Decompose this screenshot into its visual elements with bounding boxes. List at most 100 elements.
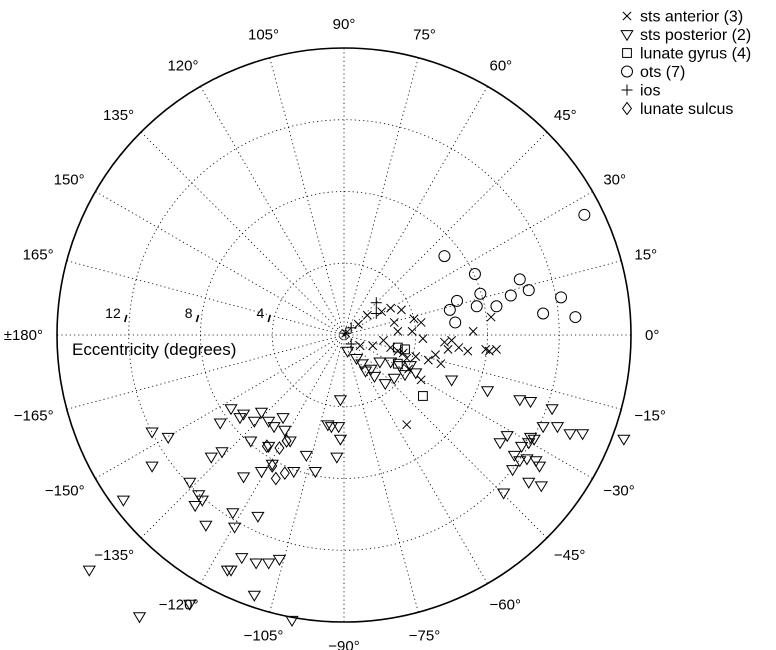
- ring-gridline: [128, 119, 560, 551]
- triangle-down-data-point: [188, 501, 202, 513]
- angle-tick-label: −150°: [45, 483, 85, 500]
- triangle-down-data-point: [226, 508, 240, 520]
- triangle-down-data-point: [480, 386, 495, 398]
- legend-marker: [620, 30, 634, 42]
- radial-gridline: [343, 57, 419, 336]
- circle-data-point: [569, 311, 582, 324]
- triangle-down-data-point: [220, 565, 235, 577]
- angle-tick-label: ±180°: [4, 327, 43, 344]
- x-data-point: [491, 344, 501, 354]
- radial-gridline: [343, 260, 622, 336]
- triangle-down-data-point: [522, 477, 536, 489]
- triangle-down-data-point: [247, 416, 261, 428]
- circle-data-point: [449, 316, 462, 329]
- triangle-down-data-point: [403, 361, 418, 373]
- diamond-data-point: [274, 441, 285, 455]
- legend-label: lunate gyrus (4): [640, 46, 751, 63]
- triangle-down-data-point: [507, 450, 522, 462]
- triangle-down-data-point: [563, 429, 577, 441]
- triangle-down-data-point: [204, 452, 218, 464]
- x-data-point: [409, 314, 419, 324]
- triangle-down-data-point: [224, 404, 238, 416]
- x-data-point: [423, 355, 433, 365]
- triangle-down-data-point: [409, 368, 423, 380]
- triangle-down-data-point: [349, 353, 364, 366]
- circle-data-point: [443, 303, 456, 316]
- triangle-down-data-point: [527, 434, 541, 446]
- diamond-data-point: [261, 439, 272, 454]
- x-data-point: [402, 420, 412, 430]
- angle-tick-label: 60°: [490, 58, 513, 75]
- square-data-point: [418, 391, 428, 401]
- triangle-down-data-point: [333, 434, 348, 446]
- x-data-point: [416, 317, 426, 327]
- radial-gridline: [66, 334, 345, 410]
- x-data-point: [396, 305, 406, 315]
- angle-tick-label: −90°: [328, 638, 359, 650]
- circle-data-point: [468, 268, 481, 281]
- triangle-down-data-point: [183, 599, 197, 611]
- radial-gridline: [269, 57, 345, 336]
- triangle-down-data-point: [392, 361, 407, 373]
- angle-tick-label: 30°: [603, 172, 626, 189]
- triangle-down-data-point: [308, 466, 322, 479]
- radial-gridline: [343, 86, 488, 336]
- angle-tick-label: 45°: [554, 107, 577, 124]
- x-data-point: [355, 341, 365, 351]
- angle-tick-label: 150°: [54, 172, 85, 189]
- angle-tick-label: 120°: [167, 58, 198, 75]
- x-data-point: [468, 326, 478, 336]
- angle-tick-label: −105°: [244, 627, 284, 644]
- circle-data-point: [470, 300, 483, 313]
- circle-data-point: [504, 289, 517, 302]
- square-data-point: [392, 358, 403, 369]
- legend-marker: [622, 48, 632, 58]
- legend-entry: sts anterior (3): [622, 9, 743, 26]
- diamond-data-point: [270, 471, 281, 486]
- outer-circle: [56, 47, 632, 623]
- angle-tick-label: 15°: [634, 247, 657, 264]
- legend-marker: [621, 84, 633, 96]
- circle-data-point: [490, 300, 503, 313]
- triangle-down-data-point: [523, 397, 538, 409]
- legend-entry: ots (7): [621, 64, 685, 81]
- triangle-down-data-point: [227, 522, 242, 534]
- eccentricity-tick-mark: [195, 314, 200, 323]
- triangle-down-data-point: [387, 373, 401, 385]
- legend-label: lunate sulcus: [640, 101, 733, 118]
- triangle-down-data-point: [500, 431, 514, 443]
- triangle-down-data-point: [299, 450, 313, 462]
- angle-tick-label: 165°: [23, 247, 54, 264]
- triangle-down-data-point: [199, 520, 213, 532]
- triangle-down-data-point: [575, 429, 590, 441]
- legend-marker: [622, 11, 632, 21]
- x-data-point: [393, 326, 403, 336]
- triangle-down-data-point: [82, 565, 96, 577]
- legend-marker: [621, 65, 633, 78]
- angle-tick-label: −165°: [14, 407, 54, 424]
- x-data-point: [416, 375, 426, 385]
- triangle-down-data-point: [534, 481, 548, 493]
- angle-tick-label: 135°: [103, 107, 134, 124]
- triangle-down-data-point: [213, 418, 227, 430]
- triangle-down-data-point: [340, 346, 355, 358]
- circle-data-point: [578, 208, 591, 221]
- x-data-point: [486, 312, 496, 322]
- legend-entry: sts posterior (2): [620, 27, 751, 44]
- plus-data-point: [340, 327, 352, 339]
- triangle-down-data-point: [355, 359, 369, 371]
- x-data-point: [368, 341, 378, 351]
- triangle-down-data-point: [262, 558, 276, 570]
- circle-data-point: [513, 273, 526, 286]
- legend-marker: [621, 101, 633, 116]
- triangle-down-data-point: [444, 375, 459, 387]
- angle-tick-label: −75°: [409, 627, 440, 644]
- triangle-down-data-point: [331, 422, 346, 434]
- triangle-down-data-point: [278, 425, 292, 437]
- plus-data-point: [370, 297, 382, 309]
- x-data-point: [353, 319, 363, 329]
- x-data-point: [447, 335, 457, 345]
- triangle-down-data-point: [513, 456, 527, 468]
- square-data-point: [392, 342, 403, 353]
